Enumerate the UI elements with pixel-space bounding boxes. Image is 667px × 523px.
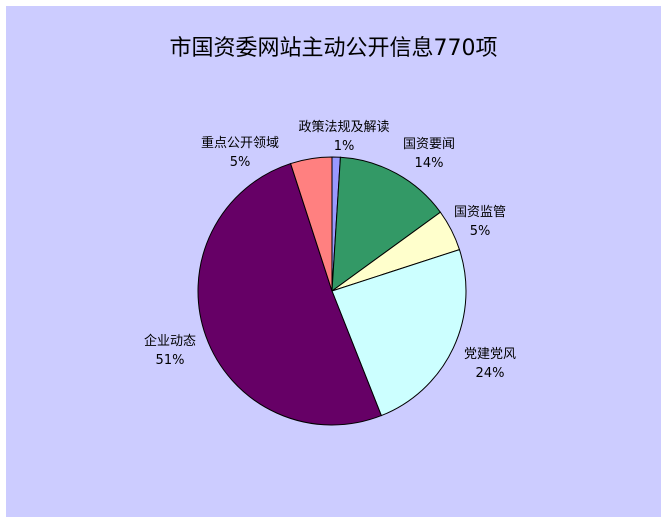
pie-slice xyxy=(197,162,382,426)
slice-label: 企业动态 xyxy=(144,333,196,349)
pie-slice xyxy=(331,248,467,417)
pie-slice xyxy=(289,156,333,292)
pie-slice xyxy=(331,156,442,293)
slice-percent-label: 5% xyxy=(230,155,251,170)
slice-percent-label: 14% xyxy=(415,156,444,171)
slice-percent-label: 1% xyxy=(334,139,355,154)
slice-label: 党建党风 xyxy=(464,347,516,362)
slice-label: 政策法规及解读 xyxy=(298,119,389,135)
slice-percent-label: 51% xyxy=(156,353,185,368)
slice-label: 重点公开领域 xyxy=(201,135,279,151)
slice-percent-label: 5% xyxy=(470,224,491,239)
chart-title: 市国资委网站主动公开信息770项 xyxy=(169,36,498,61)
slice-label: 国资要闻 xyxy=(403,137,455,152)
slice-percent-label: 24% xyxy=(476,366,505,381)
slice-label: 国资监管 xyxy=(454,205,506,220)
